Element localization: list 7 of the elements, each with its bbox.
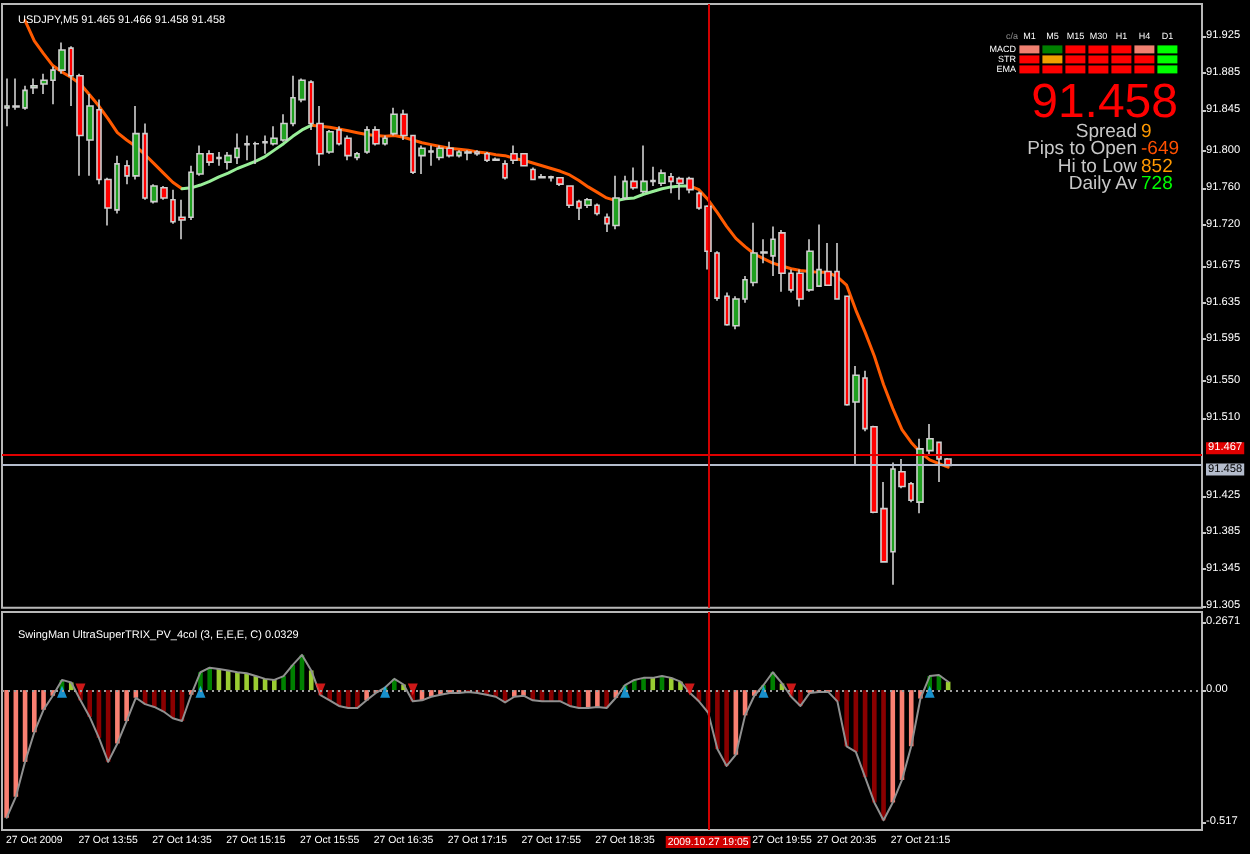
- data-label: 728: [1141, 173, 1173, 196]
- category-label: Pips to Open: [1027, 138, 1137, 161]
- category-label: Hi to Low: [1057, 155, 1138, 178]
- data-label: 852: [1141, 155, 1173, 178]
- category-label: Daily Av: [1068, 173, 1138, 196]
- data-label: 9: [1141, 121, 1152, 143]
- data-label: -649: [1141, 138, 1180, 161]
